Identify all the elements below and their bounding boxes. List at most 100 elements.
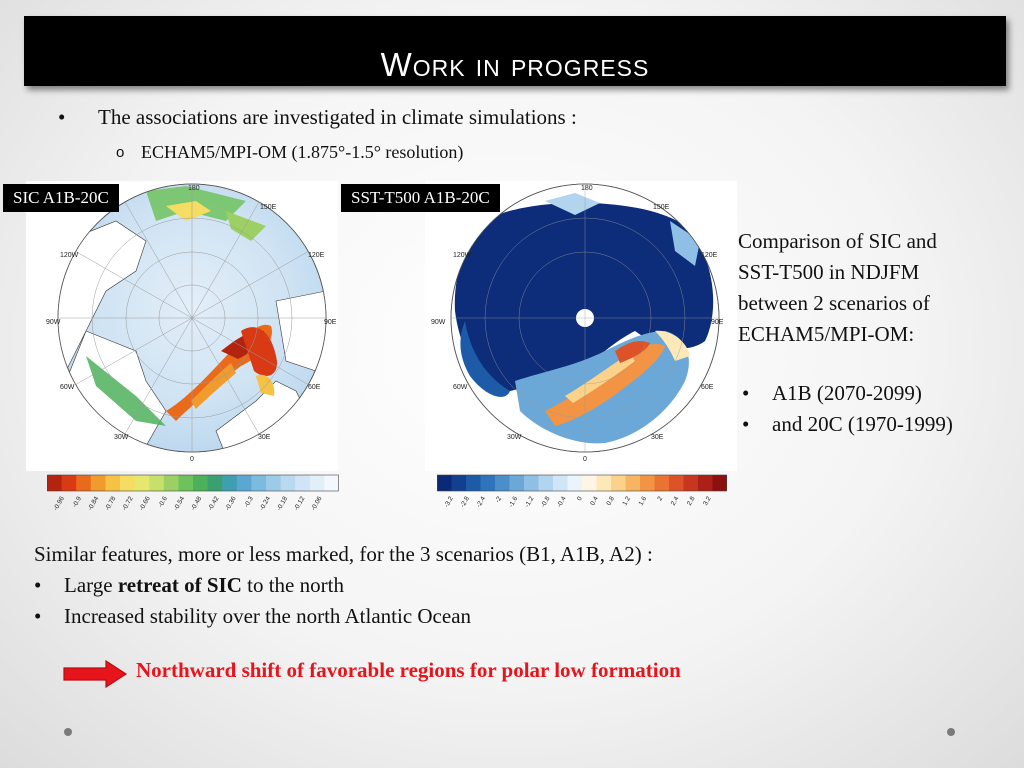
colorbar-tick-label: -0.8: [540, 495, 552, 509]
finding-retreat-bold: retreat of SIC: [117, 573, 242, 597]
colorbar-tick-label: -0.48: [190, 495, 204, 512]
colorbar-tick-label: 0.8: [605, 495, 616, 507]
sst-lon-120w: 120W: [453, 252, 472, 259]
sic-lon-90e: 90E: [324, 319, 337, 326]
colorbar-tick-label: -0.06: [310, 495, 324, 512]
sst-t500-polar-map: 180 150E 120W 120E 90W 90E 60W 60E 30W 3…: [425, 181, 737, 471]
colorbar-tick-label: -0.84: [87, 495, 101, 512]
sst-lon-0: 0: [583, 456, 587, 463]
sic-lon-120w: 120W: [60, 252, 79, 259]
title-bar: Work in progress: [24, 16, 1006, 86]
colorbar-tick-label: -0.12: [293, 495, 307, 512]
sic-polar-map: 180 150E 120W 120E 90W 90E 60W 60E 30W 3…: [26, 181, 338, 471]
colorbar-tick-label: -0.96: [52, 495, 66, 512]
colorbar-swatch: [120, 475, 136, 491]
conclusion-text: Northward shift of favorable regions for…: [136, 658, 681, 682]
colorbar-swatch: [178, 475, 194, 491]
bullet-dot: •: [34, 604, 42, 628]
colorbar-tick-label: -2.8: [459, 495, 471, 509]
colorbar-swatch: [149, 475, 165, 491]
comparison-line-1: Comparison of SIC and: [738, 229, 937, 253]
colorbar-swatch: [222, 475, 238, 491]
colorbar-tick-label: -0.42: [207, 495, 221, 512]
colorbar-swatch: [466, 475, 481, 491]
bullet-dot: •: [742, 381, 750, 405]
finding-retreat: Large retreat of SIC to the north: [64, 570, 344, 601]
colorbar-swatch: [524, 475, 539, 491]
colorbar-swatch: [280, 475, 296, 491]
colorbar-swatch: [193, 475, 209, 491]
sic-colorbar: -0.96 -0.9 -0.84 -0.78 -0.72 -0.66 -0.6 -0.54 -0…: [47, 474, 339, 512]
colorbar-swatch: [509, 475, 525, 491]
colorbar-swatch: [324, 475, 339, 491]
colorbar-tick-label: 2.4: [670, 495, 681, 507]
colorbar-tick-label: -2: [494, 495, 503, 504]
colorbar-swatch: [480, 475, 496, 491]
colorbar-swatch: [47, 475, 63, 491]
colorbar-tick-label: -0.4: [556, 495, 568, 509]
colorbar-tick-label: -2.4: [475, 495, 487, 509]
colorbar-swatch: [207, 475, 223, 491]
colorbar-tick-label: 0.4: [589, 495, 600, 507]
comparison-line-3: between 2 scenarios of: [738, 291, 930, 315]
colorbar-swatch: [669, 475, 684, 491]
scenario-a1b: A1B (2070-2099): [772, 381, 922, 405]
colorbar-swatch: [295, 475, 311, 491]
colorbar-swatch: [437, 475, 452, 491]
scenario-20c: and 20C (1970-1999): [772, 412, 953, 436]
finding-item: • Increased stability over the north Atl…: [34, 601, 653, 632]
colorbar-swatch: [251, 475, 267, 491]
sic-lon-180: 180: [188, 185, 200, 192]
colorbar-tick-label: -0.36: [224, 495, 238, 512]
finding-retreat-post: to the north: [241, 573, 344, 597]
sic-lon-30e: 30E: [258, 434, 271, 441]
colorbar-swatch: [266, 475, 282, 491]
colorbar-tick-label: 0: [576, 495, 584, 502]
colorbar-swatch: [163, 475, 179, 491]
sic-lon-90w: 90W: [46, 319, 61, 326]
sic-lon-60e: 60E: [308, 384, 321, 391]
colorbar-swatch: [611, 475, 626, 491]
sic-tag: SIC A1B-20C: [3, 184, 119, 212]
right-arrow-icon: [63, 660, 128, 688]
findings: Similar features, more or less marked, f…: [34, 539, 653, 632]
colorbar-swatch: [582, 475, 597, 491]
sic-lon-30w: 30W: [114, 434, 129, 441]
colorbar-tick-label: -0.66: [138, 495, 152, 512]
colorbar-swatch: [236, 475, 252, 491]
sub-bullet-mark: o: [116, 144, 125, 161]
colorbar-tick-label: 1.2: [621, 495, 632, 507]
sic-lon-120e: 120E: [308, 252, 325, 259]
colorbar-swatch: [538, 475, 554, 491]
colorbar-tick-label: 2: [656, 495, 664, 502]
sub-bullet-text: ECHAM5/MPI-OM (1.875°-1.5° resolution): [141, 142, 464, 162]
colorbar-border: [47, 474, 339, 492]
colorbar-swatch: [654, 475, 670, 491]
sst-lon-150e: 150E: [653, 204, 670, 211]
colorbar-swatch: [61, 475, 77, 491]
sst-lon-30e: 30E: [651, 434, 664, 441]
colorbar-swatch: [105, 475, 121, 491]
colorbar-swatch: [625, 475, 641, 491]
main-bullet-text: The associations are investigated in cli…: [98, 105, 577, 129]
colorbar-swatch: [683, 475, 699, 491]
colorbar-swatch: [596, 475, 612, 491]
colorbar-swatch: [698, 475, 713, 491]
colorbar-tick-label: -0.3: [243, 495, 255, 509]
corner-dot-left: [64, 728, 72, 736]
sic-lon-150e: 150E: [260, 204, 277, 211]
colorbar-tick-label: -0.78: [104, 495, 118, 512]
sst-t500-colorbar: -3.2 -2.8 -2.4 -2 -1.6 -1.2 -0.8 -0.4 0 0.4 0.8 1.2…: [437, 474, 727, 509]
findings-intro: Similar features, more or less marked, f…: [34, 542, 653, 566]
colorbar-tick-label: -1.2: [524, 495, 536, 509]
sst-lon-30w: 30W: [507, 434, 522, 441]
slide-title: Work in progress: [380, 46, 650, 83]
finding-retreat-pre: Large: [64, 573, 118, 597]
colorbar-tick-label: 3.2: [702, 495, 713, 507]
finding-item: • Large retreat of SIC to the north: [34, 570, 653, 601]
sic-lon-0: 0: [190, 456, 194, 463]
bullet-dot: •: [742, 412, 750, 436]
colorbar-tick-label: -0.6: [157, 495, 169, 509]
sst-lon-60w: 60W: [453, 384, 468, 391]
sst-t500-tag: SST-T500 A1B-20C: [341, 184, 500, 212]
